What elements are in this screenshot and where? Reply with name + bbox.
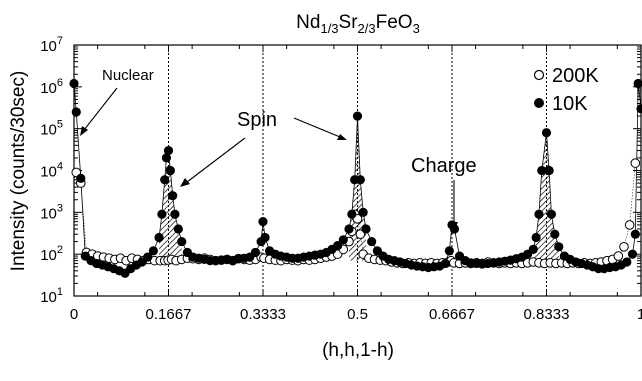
- y-tick-label: 107: [40, 35, 63, 55]
- legend-label-10k: 10K: [552, 93, 588, 115]
- point-10k: [352, 111, 363, 121]
- point-10k: [258, 217, 268, 227]
- point-10k: [338, 235, 348, 245]
- point-10k: [444, 246, 454, 256]
- y-tick-label: 102: [40, 244, 63, 264]
- x-tick-label: 0: [70, 306, 78, 323]
- x-tick-labels: 0 0.1667 0.3333 0.5 0.6667 0.8333 1: [70, 306, 642, 323]
- point-10k: [633, 78, 642, 89]
- point-200k: [630, 158, 641, 168]
- annotations: Nuclear Spin Charge: [80, 67, 477, 231]
- arrow-spin-right: [293, 117, 341, 138]
- axis-ticks: [73, 44, 642, 297]
- y-tick-label: 105: [40, 119, 63, 139]
- point-10k: [361, 224, 371, 234]
- point-10k: [358, 207, 368, 217]
- point-10k: [143, 252, 153, 262]
- point-10k: [148, 246, 158, 256]
- point-10k: [627, 249, 638, 259]
- x-tick-label: 1: [637, 306, 642, 323]
- arrowhead-nuclear: [80, 126, 88, 136]
- difference-hatching: [159, 116, 559, 261]
- point-10k: [157, 209, 167, 219]
- point-10k: [355, 175, 365, 185]
- legend-marker-10k: [534, 98, 544, 108]
- point-10k: [177, 236, 187, 247]
- hatch-region-1: [348, 116, 367, 261]
- point-10k: [537, 165, 547, 176]
- point-10k: [173, 224, 183, 234]
- hatch-region-2: [533, 132, 559, 261]
- point-10k: [440, 258, 450, 269]
- y-tick-label: 101: [40, 286, 63, 306]
- y-tick-label: 106: [40, 77, 63, 97]
- point-10k: [69, 78, 79, 89]
- x-tick-label: 0.6667: [429, 306, 475, 323]
- point-10k: [160, 175, 170, 185]
- series-points: [69, 78, 642, 278]
- point-10k: [76, 173, 86, 183]
- point-10k: [541, 128, 552, 138]
- arrowhead-spin-left: [180, 178, 190, 187]
- arrowhead-charge: [450, 222, 458, 231]
- x-tick-label: 0.3333: [240, 306, 286, 323]
- annotation-charge: Charge: [411, 155, 477, 177]
- point-10k: [367, 236, 377, 247]
- chart-title: Nd1/3Sr2/3FeO3: [296, 12, 420, 36]
- x-axis-label: (h,h,1-h): [322, 340, 394, 361]
- point-200k: [624, 220, 635, 230]
- point-10k: [161, 153, 172, 163]
- point-10k: [347, 209, 357, 219]
- legend-label-200k: 200K: [552, 65, 599, 87]
- point-10k: [531, 232, 541, 243]
- x-tick-label: 0.5: [347, 306, 368, 323]
- point-200k: [619, 242, 629, 252]
- arrowhead-spin-right: [337, 134, 347, 140]
- arrow-spin-left: [186, 137, 246, 183]
- point-10k: [71, 107, 81, 117]
- point-10k: [168, 191, 178, 201]
- point-10k: [544, 165, 554, 176]
- y-tick-labels: 101 102 103 104 105 106 107: [40, 35, 63, 306]
- point-10k: [622, 257, 632, 267]
- y-tick-label: 103: [40, 202, 63, 222]
- point-10k: [636, 104, 642, 114]
- legend-marker-200k: [533, 69, 545, 81]
- legend: 200K 10K: [533, 65, 599, 115]
- commensurate-position-lines: [168, 45, 547, 296]
- point-200k: [355, 229, 366, 240]
- point-10k: [546, 209, 557, 219]
- point-10k: [170, 209, 180, 219]
- point-10k: [165, 165, 175, 176]
- point-10k: [528, 244, 538, 255]
- point-10k: [250, 247, 261, 258]
- annotation-spin: Spin: [237, 109, 277, 131]
- y-axis-label: Intensity (counts/30sec): [8, 71, 29, 272]
- point-200k: [613, 251, 624, 261]
- point-10k: [333, 241, 343, 251]
- point-10k: [260, 232, 270, 243]
- point-10k: [534, 209, 544, 219]
- point-10k: [550, 229, 560, 239]
- point-10k: [554, 242, 564, 252]
- hatch-region-0: [159, 150, 182, 261]
- arrow-nuclear: [83, 87, 118, 131]
- annotation-nuclear: Nuclear: [102, 67, 154, 84]
- y-tick-label: 104: [40, 161, 63, 181]
- point-10k: [344, 224, 354, 234]
- point-10k: [154, 232, 164, 243]
- point-10k: [630, 229, 640, 239]
- x-tick-label: 0.1667: [146, 306, 192, 323]
- x-tick-label: 0.8333: [524, 306, 570, 323]
- point-10k: [163, 145, 174, 156]
